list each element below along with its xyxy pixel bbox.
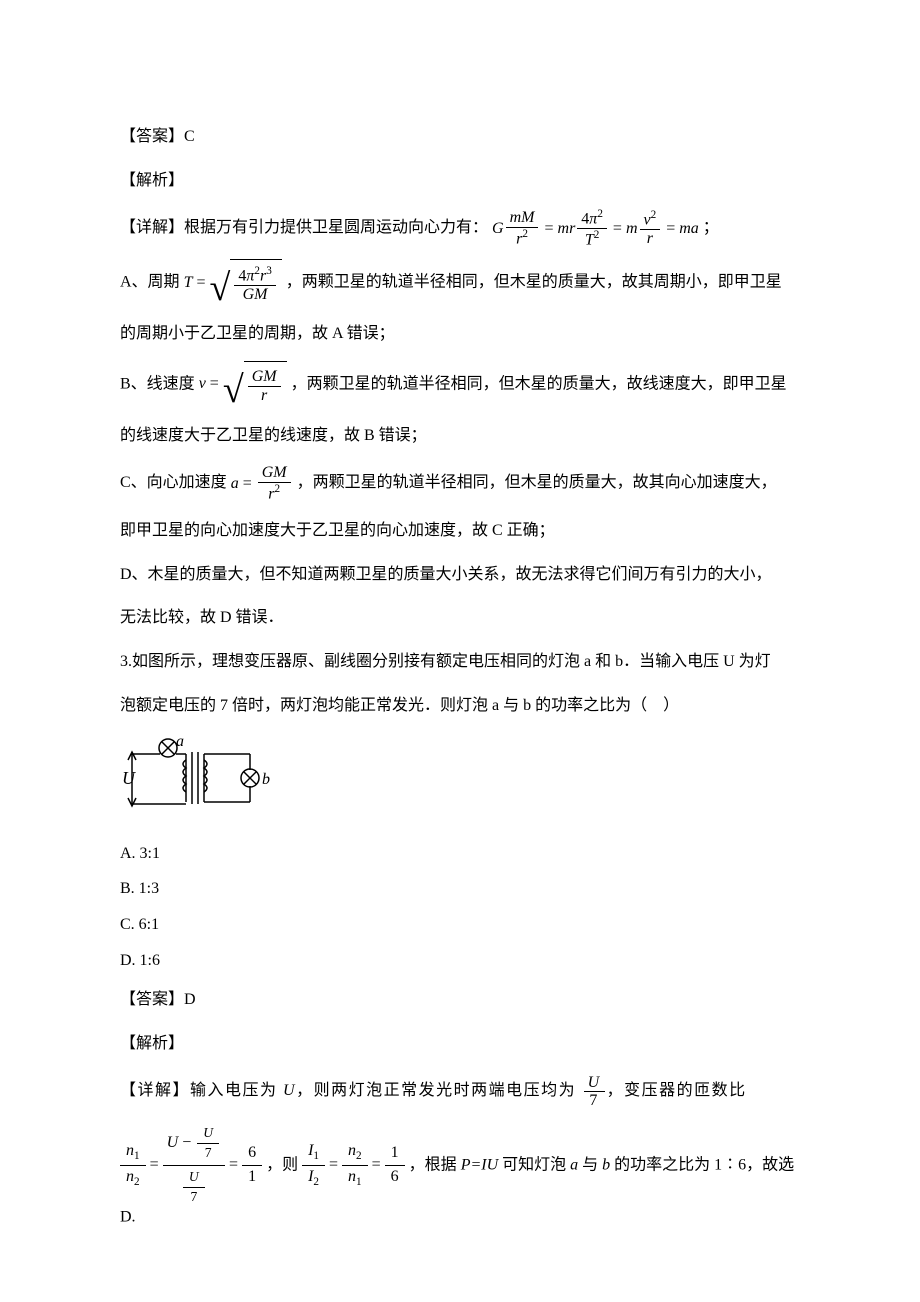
detail-label: 【详解】 xyxy=(120,1082,190,1099)
d-post: 可知灯泡 xyxy=(502,1156,566,1173)
turns-ratio: n1 n2 = U − U7 U7 = 6 1 xyxy=(120,1122,262,1209)
d-mid1: ，则两灯泡正常发光时两端电压均为 xyxy=(296,1082,576,1099)
opt-d: D. 1:6 xyxy=(120,948,800,974)
q3-stem-2: 泡额定电压的 7 倍时，两灯泡均能正常发光．则灯泡 a 与 b 的功率之比为（ … xyxy=(120,689,800,723)
velocity-formula: v = √ GMr xyxy=(199,361,287,409)
current-ratio: I1 I2 = n2 n1 = 1 6 xyxy=(302,1140,405,1191)
q2-detail-intro: 【详解】根据万有引力提供卫星圆周运动向心力有： G mMr2 = mr 4π2T… xyxy=(120,207,800,249)
q2-analysis-label: 【解析】 xyxy=(120,164,800,198)
a-label: a xyxy=(176,733,184,750)
q2-opt-a-2: 的周期小于乙卫星的周期，故 A 错误； xyxy=(120,317,800,351)
period-formula: T = √ 4π2r3GM xyxy=(184,259,282,307)
q2-opt-b-1: B、线速度 v = √ GMr ，两颗卫星的轨道半径相同，但木星的质量大，故线速… xyxy=(120,361,800,409)
opt-a-post: ，两颗卫星的轨道半径相同，但木星的质量大，故其周期小，即甲卫星 xyxy=(286,274,782,291)
answer-label: 【答案】 xyxy=(120,991,184,1008)
circuit-svg: U a b xyxy=(120,732,280,822)
answer-value: D xyxy=(184,991,196,1008)
answer-value: C xyxy=(184,128,195,145)
opt-c-post: ，两颗卫星的轨道半径相同，但木星的质量大，故其向心加速度大， xyxy=(297,474,777,491)
b-it: b xyxy=(602,1156,610,1173)
and: 与 xyxy=(582,1156,598,1173)
q2-opt-b-2: 的线速度大于乙卫星的线速度，故 B 错误； xyxy=(120,419,800,453)
q3-detail-1: 【详解】输入电压为 U，则两灯泡正常发光时两端电压均为 U7，变压器的匝数比 xyxy=(120,1070,800,1112)
q3-answer: 【答案】D xyxy=(120,983,800,1017)
answer-label: 【答案】 xyxy=(120,128,184,145)
detail-intro-text: 根据万有引力提供卫星圆周运动向心力有： xyxy=(184,219,488,236)
q2-opt-d-2: 无法比较，故 D 错误． xyxy=(120,601,800,635)
d-mid2: ，变压器的匝数比 xyxy=(607,1082,747,1099)
q2-opt-a-1: A、周期 T = √ 4π2r3GM ，两颗卫星的轨道半径相同，但木星的质量大，… xyxy=(120,259,800,307)
accel-formula: a = GMr2 xyxy=(231,463,293,505)
circuit-diagram: U a b xyxy=(120,732,800,831)
d-mid4: ，根据 xyxy=(409,1156,457,1173)
opt-c: C. 6:1 xyxy=(120,912,800,938)
a-it: a xyxy=(570,1156,578,1173)
P-IU: P=IU xyxy=(461,1156,498,1173)
opt-b: B. 1:3 xyxy=(120,876,800,902)
q3-analysis-label: 【解析】 xyxy=(120,1027,800,1061)
q2-opt-c-1: C、向心加速度 a = GMr2 ，两颗卫星的轨道半径相同，但木星的质量大，故其… xyxy=(120,462,800,504)
d-mid3: ，则 xyxy=(266,1156,298,1173)
gravity-equation: G mMr2 = mr 4π2T2 = m v2r = ma xyxy=(492,208,699,250)
q2-opt-c-2: 即甲卫星的向心加速度大于乙卫星的向心加速度，故 C 正确； xyxy=(120,514,800,548)
detail-label: 【详解】 xyxy=(120,219,184,236)
q3-stem-1: 3.如图所示，理想变压器原、副线圈分别接有额定电压相同的灯泡 a 和 b．当输入… xyxy=(120,645,800,679)
q2-opt-d-1: D、木星的质量大，但不知道两颗卫星的质量大小关系，故无法求得它们间万有引力的大小… xyxy=(120,558,800,592)
b-label: b xyxy=(262,771,270,788)
U-over-7: U7 xyxy=(584,1074,605,1110)
d-pre: 输入电压为 xyxy=(190,1082,278,1099)
q2-answer: 【答案】C xyxy=(120,120,800,154)
opt-c-pre: C、向心加速度 xyxy=(120,474,227,491)
page: 【答案】C 【解析】 【详解】根据万有引力提供卫星圆周运动向心力有： G mMr… xyxy=(0,0,920,1302)
U-label: U xyxy=(122,768,136,788)
opt-a: A. 3:1 xyxy=(120,841,800,867)
opt-b-post: ，两颗卫星的轨道半径相同，但木星的质量大，故线速度大，即甲卫星 xyxy=(291,375,787,392)
q3-options: A. 3:1 B. 1:3 C. 6:1 D. 1:6 xyxy=(120,841,800,973)
opt-b-pre: B、线速度 xyxy=(120,375,195,392)
opt-a-pre: A、周期 xyxy=(120,274,180,291)
q3-detail-2: n1 n2 = U − U7 U7 = 6 1 ，则 I1 I2 = n2 xyxy=(120,1122,800,1225)
U-var: U xyxy=(283,1082,296,1099)
semicolon: ； xyxy=(703,219,719,236)
